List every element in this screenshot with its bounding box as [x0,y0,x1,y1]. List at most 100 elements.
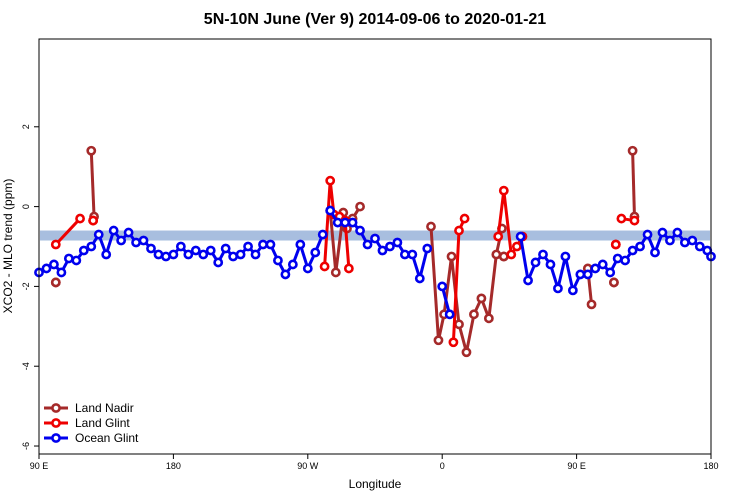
y-tick-label: -2 [21,282,31,290]
data-point [627,245,638,256]
data-point [332,217,343,228]
data-point [665,235,675,246]
data-point [433,335,444,346]
data-point [612,253,623,264]
data-point [582,269,593,280]
series-0 [50,145,640,358]
data-point [93,229,104,240]
data-point [687,235,698,246]
data-point [71,255,82,266]
series-2 [34,205,716,320]
series-line [631,150,636,217]
x-axis-label: Longitude [349,477,402,491]
data-point [426,221,436,232]
data-point [635,241,645,252]
data-point [399,249,410,260]
data-point [302,263,313,274]
data-point [235,249,246,260]
y-tick-label: 0 [21,204,31,209]
data-point [590,263,601,274]
data-point [545,259,556,270]
data-point [597,259,608,270]
data-point [498,251,509,262]
data-point [319,261,330,272]
data-point [567,285,578,296]
data-point [228,251,239,262]
data-point [41,263,52,274]
data-point [168,249,179,260]
data-point [325,175,336,186]
data-point [414,273,425,284]
data-point [220,243,231,254]
y-axis-label: XCO2 - MLO trend (ppm) [1,179,15,314]
data-point [190,245,201,256]
data-point [340,217,351,228]
data-point [108,225,119,236]
data-point [459,213,470,224]
data-point [454,319,464,330]
data-point [355,201,365,212]
y-axis: 2 0 -2 -4 -6 [21,124,39,450]
data-point [498,185,509,196]
data-point [627,145,638,156]
data-point [295,239,306,250]
data-point [407,249,418,260]
data-point [325,205,336,216]
data-point [446,251,457,262]
data-point [605,267,616,278]
data-point [575,269,586,280]
data-point [461,347,472,358]
data-point [523,275,533,286]
data-point [506,249,517,260]
data-point [515,231,526,242]
data-point [153,249,164,260]
data-point [205,245,216,256]
data-point [258,239,268,250]
data-point [377,245,388,256]
data-point [280,269,291,280]
data-point [560,251,571,262]
data-point [88,215,99,226]
data-point [101,249,112,260]
data-point [63,253,74,264]
data-point [75,213,85,224]
legend-swatch-marker [51,433,61,443]
data-point [86,145,97,156]
data-point [370,233,380,244]
data-point [491,249,502,260]
y-tick-label: 2 [21,124,31,129]
legend-swatch-marker [51,403,61,413]
legend-entry: Land Nadir [75,401,134,415]
data-point [469,309,479,320]
y-tick-label: -4 [21,362,31,370]
data-point [273,255,283,266]
data-point [146,243,156,254]
data-point [362,239,373,250]
data-point [175,241,186,252]
x-tick-label: 90 E [30,461,49,471]
data-point [642,229,653,240]
data-point [138,235,149,246]
data-point [476,293,487,304]
x-tick-label: 90 E [567,461,586,471]
data-point [553,283,563,294]
data-point [78,245,89,256]
data-point [50,239,61,250]
data-point [610,239,621,250]
data-point [538,249,548,260]
data-point [493,231,504,242]
data-point [243,241,253,252]
data-point [183,249,194,260]
data-point [657,227,668,238]
data-point [530,257,541,268]
data-point [355,225,365,236]
data-point [198,249,209,260]
data-point [672,227,683,238]
legend-swatch-marker [51,418,61,428]
data-point [161,251,171,262]
x-tick-label: 180 [703,461,718,471]
plot-area [34,145,716,358]
data-point [444,309,455,320]
data-point [317,229,328,240]
